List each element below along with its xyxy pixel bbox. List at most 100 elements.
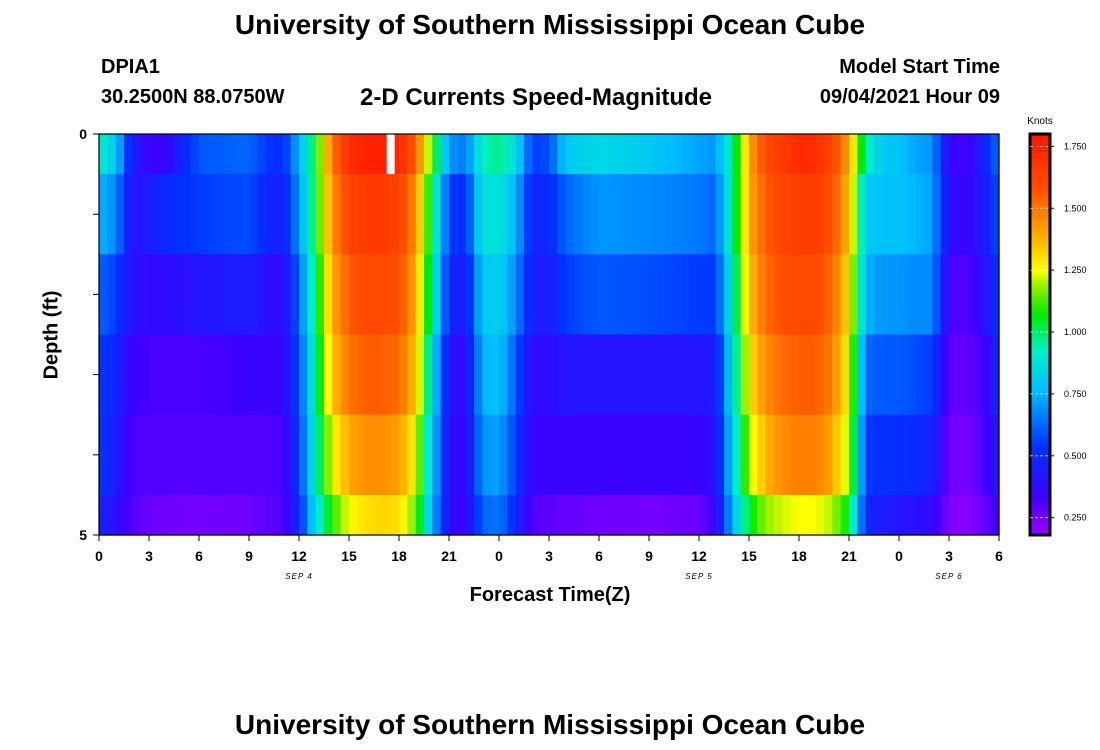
heatmap-cell — [199, 334, 208, 416]
heatmap-cell — [274, 494, 283, 536]
heatmap-cell — [257, 414, 267, 496]
colorbar-tick-label: 0.250 — [1064, 513, 1087, 523]
heatmap-cell — [774, 254, 783, 336]
heatmap-cell — [99, 134, 108, 175]
heatmap-cell — [315, 494, 325, 536]
heatmap-cell — [299, 414, 308, 496]
heatmap-cell — [715, 254, 725, 336]
heatmap-cell — [682, 414, 692, 496]
heatmap-cell — [974, 494, 983, 536]
heatmap-cell — [332, 134, 342, 175]
heatmap-cell — [499, 334, 508, 416]
heatmap-cell — [349, 414, 358, 496]
heatmap-cell — [257, 174, 267, 255]
heatmap-cell — [690, 174, 700, 255]
heatmap-cell — [224, 414, 233, 496]
heatmap-cell — [707, 334, 717, 416]
heatmap-cell — [307, 334, 317, 416]
heatmap-cell — [799, 134, 808, 175]
heatmap-cell — [315, 174, 325, 255]
heatmap-cell — [765, 254, 775, 336]
heatmap-cell — [874, 494, 883, 536]
heatmap-cell — [490, 334, 500, 416]
heatmap-cell — [915, 334, 925, 416]
heatmap-cell — [982, 494, 992, 536]
x-tick-label: 6 — [195, 548, 203, 564]
heatmap-cell — [932, 254, 942, 336]
heatmap-cell — [324, 174, 333, 255]
heatmap-cell — [415, 494, 425, 536]
heatmap-cell — [590, 134, 600, 175]
heatmap-cell — [915, 134, 925, 175]
heatmap-cell — [249, 494, 258, 536]
heatmap-cell — [749, 134, 758, 175]
heatmap-cell — [490, 414, 500, 496]
heatmap-cell — [407, 414, 417, 496]
heatmap-cell — [349, 254, 358, 336]
heatmap-cell — [582, 254, 592, 336]
heatmap-cell — [399, 174, 408, 255]
heatmap-cell — [824, 414, 833, 496]
heatmap-cell — [332, 334, 342, 416]
heatmap-cell — [315, 254, 325, 336]
heatmap-cell — [857, 134, 867, 175]
heatmap-cell — [249, 174, 258, 255]
colorbar-tick-label: 1.000 — [1064, 327, 1087, 337]
heatmap-cell — [990, 414, 1000, 496]
heatmap-cell — [532, 254, 542, 336]
heatmap-cell — [832, 134, 842, 175]
heatmap-cell — [890, 494, 900, 536]
x-tick-label: 0 — [495, 548, 503, 564]
heatmap-cell — [740, 414, 750, 496]
heatmap-cell — [882, 174, 892, 255]
heatmap-cell — [265, 254, 275, 336]
heatmap-cell — [724, 254, 733, 336]
heatmap-cell — [415, 174, 425, 255]
x-tick-label: 3 — [145, 548, 153, 564]
heatmap-cell — [590, 174, 600, 255]
heatmap-cell — [840, 414, 850, 496]
heatmap-cell — [549, 494, 558, 536]
heatmap-cell — [307, 414, 317, 496]
heatmap-cell — [949, 254, 958, 336]
heatmap-cell — [957, 414, 967, 496]
heatmap-cell — [507, 254, 517, 336]
heatmap-cell — [615, 494, 625, 536]
heatmap-cell — [282, 174, 292, 255]
colorbar-tick-label: 1.750 — [1064, 141, 1087, 151]
heatmap-cell — [332, 174, 342, 255]
heatmap-cell — [307, 494, 317, 536]
x-tick-label: 15 — [741, 548, 757, 564]
heatmap-cell — [440, 334, 450, 416]
heatmap-cell — [232, 254, 242, 336]
heatmap-cell — [840, 174, 850, 255]
heatmap-cell — [215, 334, 225, 416]
heatmap-cell — [832, 174, 842, 255]
heatmap-cell — [707, 254, 717, 336]
heatmap-cell — [499, 494, 508, 536]
x-tick-label: 12 — [291, 548, 307, 564]
heatmap-cell — [315, 134, 325, 175]
heatmap-cell — [932, 494, 942, 536]
heatmap-cell — [757, 254, 767, 336]
heatmap-cell — [224, 174, 233, 255]
heatmap-cell — [157, 254, 167, 336]
heatmap-cell — [757, 134, 767, 175]
heatmap-cell — [482, 134, 492, 175]
heatmap-cell — [624, 254, 633, 336]
heatmap-cell — [682, 334, 692, 416]
heatmap-cell — [549, 134, 558, 175]
heatmap-cell — [482, 254, 492, 336]
colorbar-tick-label: 1.500 — [1064, 203, 1087, 213]
heatmap-cell — [790, 414, 800, 496]
heatmap-cell — [182, 334, 192, 416]
heatmap-cell — [157, 134, 167, 175]
date-label: SEP 5 — [685, 572, 712, 581]
heatmap-cell — [174, 174, 183, 255]
heatmap-cell — [790, 254, 800, 336]
heatmap-cell — [515, 174, 525, 255]
station-id: DPIA1 — [101, 56, 160, 78]
heatmap-cell — [707, 134, 717, 175]
heatmap-cell — [899, 254, 908, 336]
heatmap-cell — [557, 334, 567, 416]
